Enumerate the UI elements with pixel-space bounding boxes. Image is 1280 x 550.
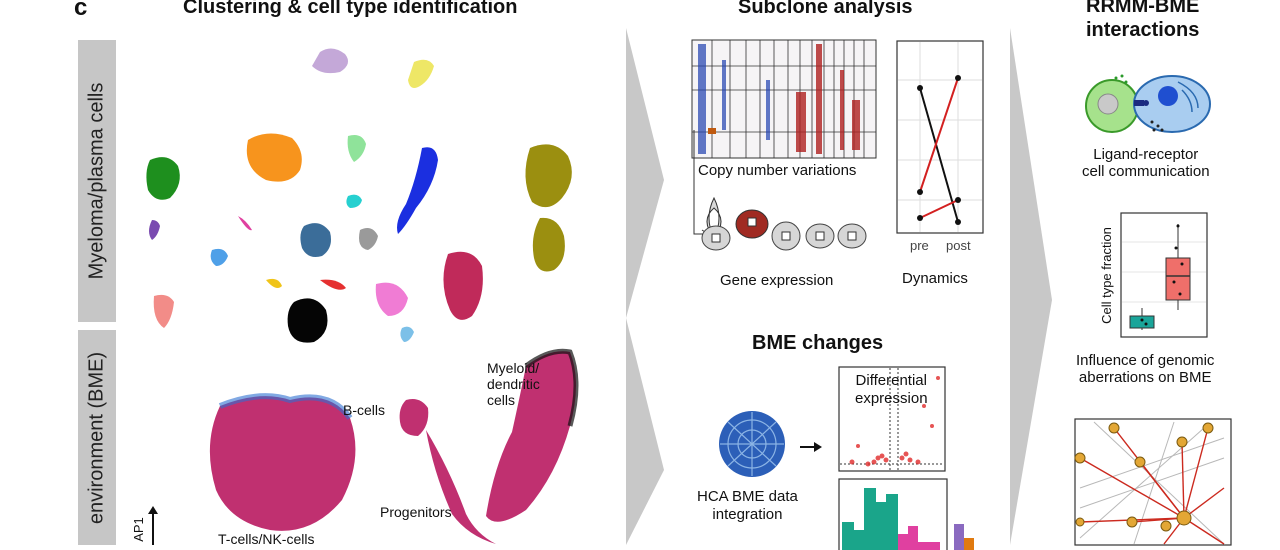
violin-red [735,209,769,239]
gene-expression-label: Gene expression [720,272,834,289]
violins-row [701,209,867,251]
rrmm-title-line2: interactions [1086,19,1200,41]
side-label-myeloma: Myeloma/plasma cells [85,82,108,280]
violin-grey-3 [805,223,835,249]
cluster-skyblue [400,326,414,342]
bme-bars [842,488,974,550]
cluster-pink [375,282,408,316]
celltype-boxplot [1120,212,1208,338]
cluster-tnk-edge [218,393,353,420]
cluster-orange [246,133,302,182]
influence-label-line2: aberrations on BME [1078,369,1212,386]
panel-letter: c [74,0,88,21]
dynamics-plot [896,40,984,234]
cell-interaction-icon [1085,74,1211,133]
influence-label-line1: Influence of genomic [1076,352,1215,369]
chevron-2 [626,318,664,545]
differential-line2: expression [855,390,928,407]
hca-label-line2: integration [712,506,783,523]
hca-label: HCA BME data integration [697,488,798,524]
side-label-bme: environment (BME) [85,351,108,524]
clustering-title: Clustering & cell type identification [183,0,518,18]
cluster-purple [149,220,160,240]
umap-axis-label: AP1 [130,517,146,542]
arrow-right-icon [800,442,822,452]
influence-label: Influence of genomic aberrations on BME [1076,352,1214,386]
cluster-gold [266,278,282,288]
rrmm-title-line1: RRMM-BME [1086,0,1200,17]
label-myeloid: Myeloid/ dendritic cells [487,360,540,408]
violin-grey-4 [837,223,867,249]
chevron-1 [626,28,664,318]
cluster-tnk [209,396,356,531]
cluster-green [146,157,180,200]
cluster-mint [347,135,366,162]
cluster-gray [359,228,378,250]
cnv-heatmap [691,39,877,159]
cnv-highlight [708,128,716,134]
dynamics-tick-pre: pre [910,238,929,253]
cluster-myeloid [486,351,576,522]
hca-globe-icon [719,411,785,477]
cluster-blue [397,147,438,234]
dynamics-red-line-1 [919,77,959,193]
cluster-magenta-small [238,216,252,231]
dynamics-label: Dynamics [902,270,968,287]
cluster-progenitor-stream [426,430,496,544]
label-tnk: T-cells/NK-cells [218,531,315,547]
cnv-label: Copy number variations [698,162,857,179]
cluster-crimson [443,251,483,320]
bme-barplot [838,478,974,550]
cluster-yellow [408,59,434,88]
dynamics-red-line-2 [919,199,959,219]
cluster-lightblue [210,248,228,266]
bme-umap [209,348,579,544]
cluster-lavender [312,48,349,74]
ligand-label-line2: cell communication [1082,163,1210,180]
ligand-label: Ligand-receptor cell communication [1082,146,1210,180]
bme-changes-title: BME changes [752,332,884,354]
violin-grey-1 [701,225,731,251]
myeloma-umap [146,48,572,343]
label-progenitors: Progenitors [380,504,452,520]
cluster-cyan [346,194,362,208]
differential-label: Differential expression [855,372,928,408]
hca-label-line1: HCA BME data [697,488,798,505]
cluster-myeloid-edge [524,348,579,427]
dynamics-tick-post: post [946,238,971,253]
subclone-title: Subclone analysis [738,0,913,18]
network-graph [1074,418,1232,546]
chevron-3 [1010,28,1052,545]
cnv-losses [698,44,770,154]
side-tab-myeloma: Myeloma/plasma cells [78,40,116,322]
label-myeloid-line3: cells [487,392,516,408]
cluster-salmon [153,294,174,328]
cluster-olive-bottom [532,217,565,272]
cluster-red-cells [320,279,346,290]
boxplot-ylabel: Cell type fraction [1098,227,1114,324]
differential-line1: Differential [855,372,927,389]
label-myeloid-line1: Myeloid/ [487,360,540,376]
cluster-bcells [399,399,429,436]
cluster-olive-top [525,144,572,208]
label-myeloid-line2: dendritic [487,376,540,392]
label-b-cells: B-cells [343,402,386,418]
cluster-black [287,298,328,343]
dynamics-black-line [919,87,959,223]
rrmm-title: RRMM-BME interactions [1086,0,1199,42]
cluster-steelblue [300,223,331,257]
side-tab-bme: environment (BME) [78,330,116,545]
box-salmon [1165,224,1191,310]
cnv-gains [796,44,860,154]
violin-grey-2 [771,221,801,251]
ligand-label-line1: Ligand-receptor [1093,146,1199,163]
volcano-plot [838,366,946,472]
umap-axis-arrow-icon [148,506,158,545]
